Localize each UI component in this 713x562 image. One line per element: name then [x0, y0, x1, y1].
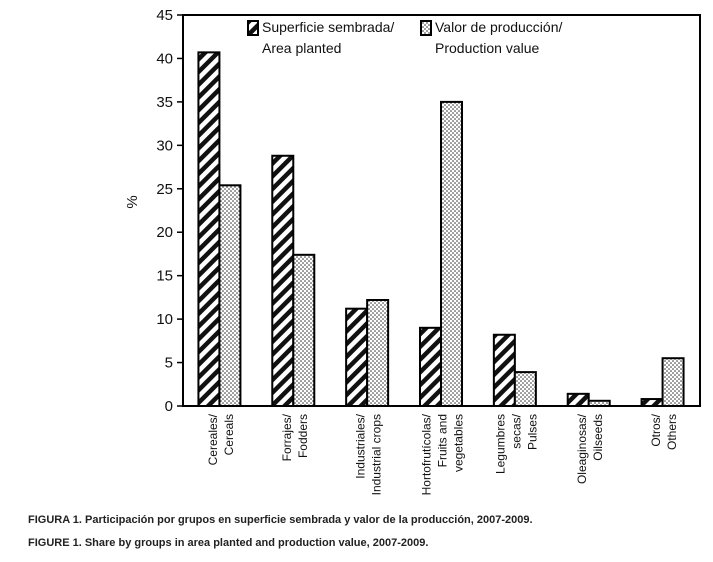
- x-category-label: Pulses: [525, 414, 539, 450]
- bar: [218, 184, 242, 407]
- bar: [587, 399, 611, 407]
- x-category-label: Industriales/: [354, 413, 368, 478]
- y-tick-label: 40: [156, 50, 173, 67]
- bar: [513, 371, 537, 408]
- bar: [492, 333, 516, 407]
- bar: [345, 307, 369, 407]
- bar: [640, 398, 664, 408]
- bar: [366, 298, 390, 407]
- x-category-label: Oilseeds: [591, 414, 605, 461]
- legend-label: Superficie sembrada/: [262, 19, 394, 35]
- x-category-label: secas/: [509, 413, 523, 448]
- bar: [440, 100, 463, 407]
- figure-caption-spanish: FIGURA 1. Participación por grupos en su…: [28, 514, 533, 526]
- legend-swatch: [247, 20, 259, 36]
- x-category-label: Legumbres: [493, 414, 507, 474]
- bar: [419, 326, 442, 407]
- y-tick-labels: 0 5 10 15 20 25 30 35 40 45: [156, 7, 173, 415]
- bar: [566, 392, 590, 407]
- legend-label: Area planted: [262, 40, 341, 56]
- x-category-label: Industrial crops: [370, 414, 384, 495]
- y-tick-label: 30: [156, 137, 173, 154]
- x-category-label: Hortofrutícolas/: [420, 413, 434, 495]
- legend-swatch: [420, 20, 432, 36]
- y-tick-label: 35: [156, 94, 173, 111]
- figure-caption-english: FIGURE 1. Share by groups in area plante…: [28, 537, 429, 549]
- y-tick-label: 20: [156, 224, 173, 241]
- x-category-label: Oleaginosas/: [575, 413, 589, 484]
- y-tick-label: 45: [156, 7, 173, 24]
- x-category-label: Fruits and: [436, 414, 450, 467]
- y-tick-label: 15: [156, 268, 173, 285]
- x-category-label: Fodders: [296, 414, 310, 458]
- bar: [271, 154, 295, 407]
- x-category-label: Cereales/: [206, 413, 220, 465]
- x-category-label: vegetables: [452, 414, 466, 472]
- x-category-label: Otros/: [649, 413, 663, 446]
- y-tick-label: 25: [156, 181, 173, 198]
- bar: [292, 253, 316, 407]
- x-tick-labels: Cereales/Cereals Forrajes/Fodders Industri…: [206, 413, 679, 495]
- x-category-label: Forrajes/: [280, 413, 294, 461]
- x-category-label: Cereals: [222, 414, 236, 455]
- x-category-label: Others: [665, 414, 679, 450]
- y-axis-label: %: [124, 195, 141, 208]
- bars: [197, 51, 685, 408]
- bar-chart: 0 5 10 15 20 25 30 35 40 45 Cereales/Cereals Forra…: [124, 7, 701, 495]
- y-tick-label: 10: [156, 311, 173, 328]
- y-tick-label: 5: [165, 355, 173, 372]
- legend-label: Valor de producción/: [435, 19, 562, 35]
- legend: Superficie sembrada/Area planted Valor de…: [247, 19, 562, 56]
- bar: [197, 51, 221, 408]
- y-tick-label: 0: [165, 398, 173, 415]
- bar: [661, 357, 685, 408]
- legend-label: Production value: [435, 40, 540, 56]
